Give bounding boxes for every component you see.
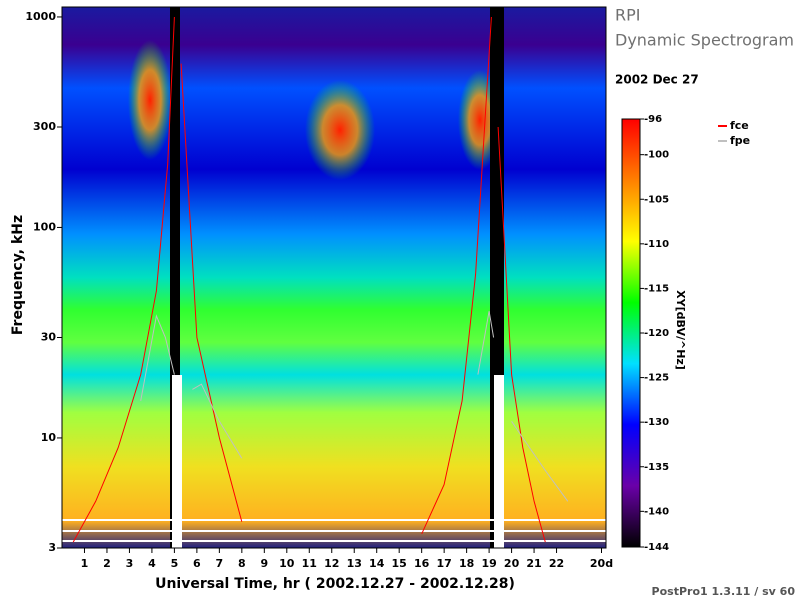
colorbar-tick-label: -120: [644, 328, 669, 339]
x-tick-label: 18: [459, 557, 474, 570]
x-tick-label: 6: [193, 557, 201, 570]
x-tick-label: 13: [347, 557, 362, 570]
y-axis-label: Frequency, kHz: [10, 215, 26, 335]
x-tick-label: 21: [526, 557, 541, 570]
y-tick-label: 3: [48, 541, 56, 554]
x-tick-label: 15: [392, 557, 407, 570]
x-tick-label: 14: [369, 557, 385, 570]
x-tick-label: 11: [302, 557, 317, 570]
colorbar-tick-label: -140: [644, 506, 669, 517]
x-tick-label: 7: [216, 557, 224, 570]
x-tick-label: 2: [103, 557, 111, 570]
y-tick-label: 10: [41, 431, 57, 444]
subtitle: Dynamic Spectrogram: [615, 31, 794, 50]
x-tick-label: 4: [148, 557, 156, 570]
spectrogram-image: [61, 6, 607, 549]
y-tick-label: 100: [33, 220, 56, 233]
colorbar-tick-label: -100: [644, 150, 669, 161]
x-tick-label: 3: [126, 557, 134, 570]
series-line: [140, 311, 569, 502]
colorbar-tick-label: -110: [644, 239, 669, 250]
x-tick-label: 10: [279, 557, 295, 570]
colorbar-tick-label: -130: [644, 417, 669, 428]
colorbar-tick-label: -125: [644, 373, 669, 384]
colorbar-tick-label: -115: [644, 283, 669, 294]
x-tick-label: 20: [504, 557, 520, 570]
legend-label: fce: [730, 119, 749, 132]
x-axis-label: Universal Time, hr ( 2002.12.27 - 2002.1…: [155, 576, 515, 592]
colorbar-tick-label: -105: [644, 194, 669, 205]
x-tick-label: 20d: [590, 557, 613, 570]
x-tick-label: 5: [171, 557, 179, 570]
x-tick-label: 9: [260, 557, 268, 570]
x-tick-label: 1: [81, 557, 89, 570]
x-tick-label: 22: [549, 557, 564, 570]
x-tick-label: 16: [414, 557, 430, 570]
colorbar: [621, 118, 641, 548]
footer: PostPro1 1.3.11 / sv 60: [652, 585, 796, 598]
colorbar-label: XY[dBV/^Hz]: [674, 290, 687, 370]
y-tick-label: 300: [33, 120, 56, 133]
date: 2002 Dec 27: [615, 73, 699, 87]
colorbar-tick-label: -96: [644, 114, 662, 125]
y-tick-label: 1000: [25, 10, 56, 23]
x-tick-label: 12: [324, 557, 339, 570]
x-tick-label: 8: [238, 557, 246, 570]
series-line: [72, 16, 546, 543]
x-tick-label: 19: [481, 557, 496, 570]
colorbar-tick-label: -144: [644, 542, 669, 553]
legend-label: fpe: [730, 134, 750, 147]
y-tick-label: 30: [41, 331, 57, 344]
colorbar-tick-label: -135: [644, 462, 669, 473]
x-tick-label: 17: [436, 557, 451, 570]
title: RPI: [615, 6, 640, 25]
